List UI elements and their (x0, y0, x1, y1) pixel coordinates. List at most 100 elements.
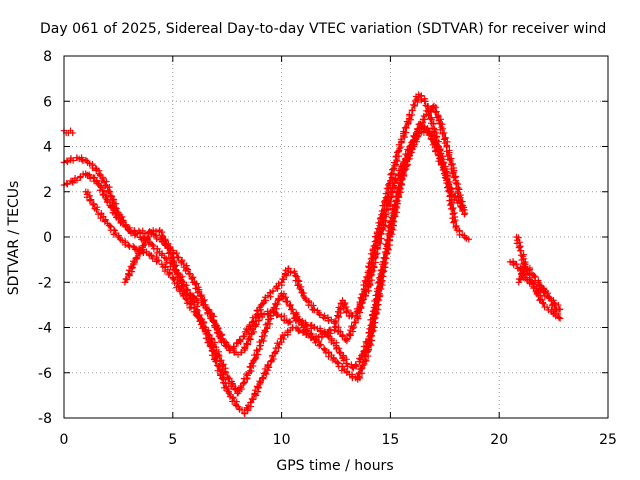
data-point (106, 222, 114, 230)
data-point (343, 336, 351, 343)
data-point (556, 315, 564, 322)
data-point (349, 364, 356, 371)
data-point (392, 153, 399, 161)
data-point (427, 115, 434, 123)
data-point (394, 158, 401, 165)
data-point (184, 266, 192, 273)
data-point (411, 137, 419, 144)
data-point (365, 277, 372, 285)
data-point (339, 333, 346, 340)
data-point (296, 284, 303, 292)
data-point (331, 327, 338, 334)
y-tick-label: -2 (38, 275, 52, 291)
data-point (387, 171, 394, 178)
data-point (212, 320, 219, 328)
data-point (375, 290, 383, 297)
data-point (132, 254, 140, 262)
series-trace-g (515, 260, 562, 318)
chart-title: Day 061 of 2025, Sidereal Day-to-day VTE… (40, 21, 606, 37)
data-point (369, 260, 376, 267)
data-point (265, 362, 272, 370)
y-tick-label: 8 (43, 49, 52, 65)
data-point (122, 223, 129, 231)
data-point (289, 306, 296, 313)
data-point (179, 282, 186, 289)
data-point (242, 370, 250, 378)
data-point (447, 201, 454, 209)
data-point (133, 254, 140, 261)
data-point (274, 311, 281, 318)
data-point (97, 184, 105, 191)
data-point (461, 211, 468, 218)
data-point (216, 357, 224, 365)
data-point (439, 160, 446, 168)
data-point (515, 275, 523, 283)
data-point (394, 171, 402, 179)
data-point (93, 206, 100, 214)
data-point (377, 240, 384, 247)
data-point (437, 161, 445, 168)
data-point (549, 301, 557, 308)
data-point (355, 370, 362, 378)
data-point (149, 241, 156, 248)
data-point (127, 230, 135, 237)
data-point (297, 286, 305, 293)
data-point (148, 252, 155, 259)
data-point (407, 116, 414, 123)
data-point (372, 251, 380, 258)
data-point (260, 337, 267, 345)
data-point (378, 272, 385, 279)
data-point (523, 265, 531, 272)
data-point (447, 156, 454, 164)
data-point (251, 386, 259, 394)
data-point (264, 367, 271, 374)
data-point (250, 318, 257, 325)
data-point (290, 310, 297, 317)
data-point (225, 379, 232, 387)
data-point (354, 308, 361, 315)
data-point (215, 324, 222, 332)
data-point (437, 152, 444, 160)
data-point (222, 369, 230, 376)
data-point (246, 323, 253, 330)
series-trace-f (513, 233, 564, 322)
data-point (424, 103, 431, 110)
data-point (170, 275, 177, 283)
data-point (364, 344, 372, 351)
data-point (230, 343, 237, 350)
axis-ticks: 0 5 10 15 20 25 -8 -6 -4 -2 0 2 4 6 8 (38, 49, 617, 448)
data-point (221, 342, 229, 349)
data-point (125, 270, 132, 277)
data-point (248, 367, 255, 375)
data-point (149, 227, 157, 234)
series-trace-d (121, 120, 472, 354)
data-point (458, 198, 465, 205)
data-point (540, 284, 547, 292)
data-point (221, 380, 229, 387)
data-point (131, 259, 138, 266)
data-point (357, 304, 365, 312)
data-point (388, 188, 395, 195)
data-point (382, 211, 389, 218)
data-point (120, 219, 127, 226)
data-point (379, 277, 386, 284)
data-point (348, 313, 355, 320)
data-point (375, 301, 382, 308)
data-point (236, 405, 243, 413)
data-point (299, 289, 306, 297)
data-point (86, 197, 94, 204)
data-point (516, 244, 523, 251)
data-point (237, 337, 244, 344)
data-point (296, 327, 303, 334)
data-point (377, 230, 385, 237)
y-tick-label: 0 (43, 230, 52, 246)
data-point (552, 307, 559, 314)
data-point (381, 222, 389, 229)
data-point (280, 335, 287, 343)
data-point (248, 395, 256, 403)
x-tick-label: 20 (490, 432, 508, 448)
data-point (261, 332, 268, 340)
data-point (397, 136, 405, 143)
data-point (218, 339, 225, 346)
data-point (465, 236, 472, 243)
